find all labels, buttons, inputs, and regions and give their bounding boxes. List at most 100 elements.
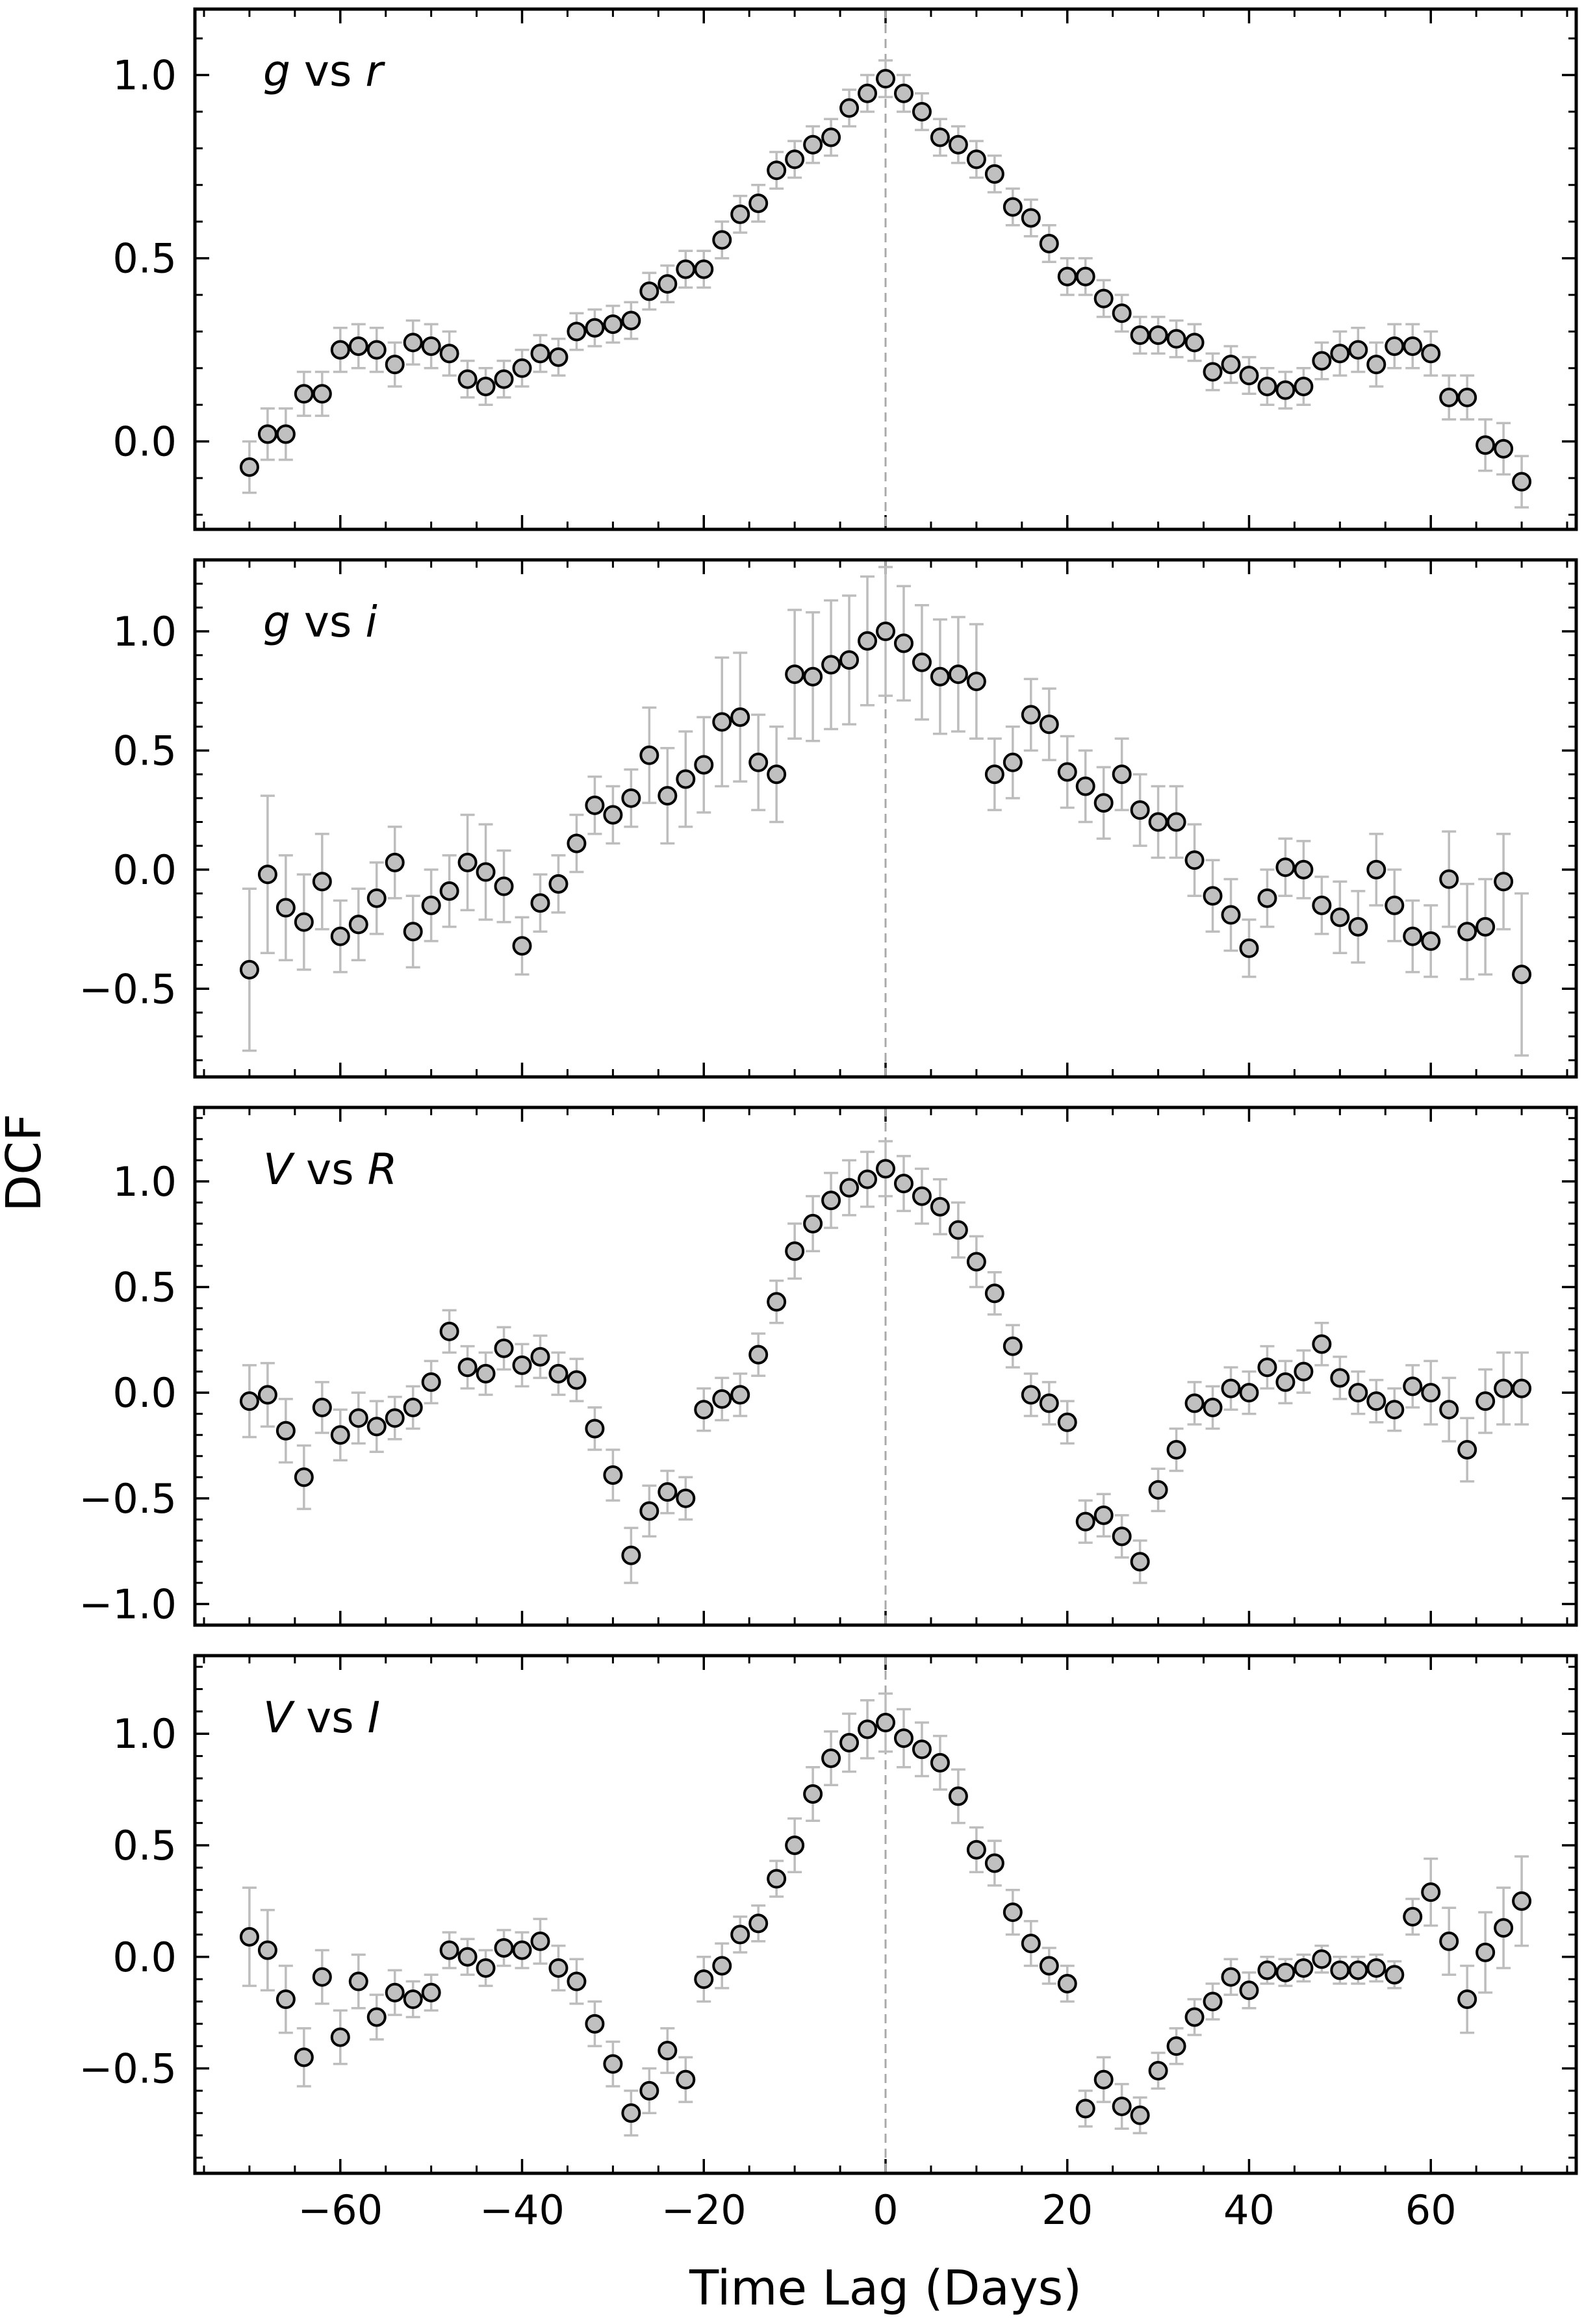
- data-point: [639, 2080, 659, 2101]
- y-tick-label: 0.5: [112, 235, 177, 283]
- x-tick-label: 20: [1041, 2186, 1093, 2234]
- data-point: [1130, 800, 1150, 820]
- band-2: r: [365, 46, 385, 96]
- data-point: [948, 1786, 968, 1806]
- data-point: [1075, 776, 1095, 796]
- data-point: [621, 2103, 641, 2123]
- data-point: [1148, 325, 1168, 346]
- data-point: [1239, 366, 1259, 386]
- data-point: [984, 1853, 1004, 1873]
- data-point: [439, 1940, 459, 1960]
- data-point: [1403, 926, 1423, 946]
- data-point: [676, 769, 696, 789]
- data-point: [1512, 965, 1532, 985]
- data-point: [403, 922, 423, 942]
- data-point: [366, 2007, 387, 2027]
- data-point: [1385, 1965, 1405, 1985]
- data-point: [658, 274, 678, 294]
- data-point: [1475, 1942, 1496, 1962]
- data-point: [530, 1346, 550, 1367]
- data-point: [1457, 387, 1477, 407]
- data-point: [1003, 197, 1023, 217]
- data-point: [858, 1169, 878, 1189]
- data-point: [567, 833, 587, 853]
- data-point: [1512, 472, 1532, 492]
- data-point: [1075, 1511, 1095, 1532]
- data-point: [1257, 377, 1277, 397]
- y-tick-label: 0.0: [112, 418, 177, 466]
- data-point: [1312, 1949, 1332, 1969]
- data-point: [585, 795, 605, 815]
- y-tick-label: 0.5: [112, 727, 177, 774]
- data-point: [294, 1467, 314, 1487]
- data-point: [658, 786, 678, 806]
- data-point: [385, 1408, 405, 1428]
- band-1: g: [263, 597, 290, 647]
- data-point: [1184, 1393, 1205, 1413]
- data-point: [930, 666, 950, 687]
- y-tick-label: −1.0: [79, 1580, 177, 1628]
- data-point: [1494, 438, 1514, 459]
- data-point: [858, 1719, 878, 1739]
- data-point: [1257, 1358, 1277, 1378]
- data-point: [1512, 1891, 1532, 1911]
- y-tick-label: 0.5: [112, 1822, 177, 1869]
- data-point: [257, 424, 277, 444]
- data-point: [748, 193, 769, 213]
- data-point: [366, 1417, 387, 1437]
- data-point: [512, 1355, 532, 1375]
- data-point: [1130, 325, 1150, 346]
- data-point: [1312, 895, 1332, 915]
- data-point: [621, 310, 641, 331]
- data-point: [457, 1358, 478, 1378]
- data-point: [1239, 938, 1259, 958]
- data-point: [1057, 266, 1077, 286]
- x-tick-label: 0: [873, 2186, 898, 2234]
- x-tick-label: 60: [1405, 2186, 1457, 2234]
- data-point: [421, 336, 441, 356]
- band-2: i: [365, 597, 377, 647]
- data-point: [1184, 850, 1205, 870]
- data-point: [1221, 905, 1241, 925]
- data-point: [1294, 377, 1314, 397]
- data-point: [1494, 1918, 1514, 1938]
- data-point: [548, 1958, 568, 1978]
- data-point: [912, 1186, 932, 1206]
- data-point: [312, 872, 332, 892]
- data-point: [893, 633, 913, 653]
- data-point: [494, 1938, 514, 1958]
- data-point: [1021, 1385, 1041, 1405]
- data-point: [821, 1749, 841, 1769]
- data-point: [839, 650, 860, 670]
- data-point: [1330, 907, 1350, 928]
- data-point: [748, 1914, 769, 1934]
- dcf-panel-4: −0.5 0.0 0.5 1.0 −60 −40 −20 0 20 40 60 V vs I: [79, 1654, 1578, 2234]
- data-point: [1275, 1372, 1296, 1392]
- data-point: [567, 1370, 587, 1390]
- data-point: [839, 98, 860, 118]
- data-point: [1148, 2060, 1168, 2080]
- data-point: [1203, 1991, 1223, 2012]
- dcf-panel-2: −0.5 0.0 0.5 1.0 g vs i: [79, 558, 1578, 1079]
- data-point: [1057, 1973, 1077, 1993]
- data-point: [1348, 1960, 1368, 1980]
- data-point: [1057, 1412, 1077, 1432]
- data-point: [1494, 872, 1514, 892]
- data-point: [712, 1389, 732, 1409]
- data-point: [1457, 1989, 1477, 2010]
- data-point: [1166, 2036, 1186, 2056]
- data-point: [1403, 1376, 1423, 1396]
- data-point: [1475, 916, 1496, 937]
- data-point: [439, 881, 459, 901]
- vs-text: vs: [292, 1144, 367, 1194]
- x-axis-title: Time Lag (Days): [689, 2260, 1082, 2316]
- data-point: [893, 1728, 913, 1749]
- data-point: [730, 1925, 750, 1945]
- data-point: [1348, 340, 1368, 360]
- data-point: [1166, 812, 1186, 832]
- data-point: [1075, 2099, 1095, 2119]
- data-point: [567, 322, 587, 342]
- data-point: [948, 134, 968, 155]
- data-point: [439, 1321, 459, 1341]
- data-point: [876, 69, 895, 89]
